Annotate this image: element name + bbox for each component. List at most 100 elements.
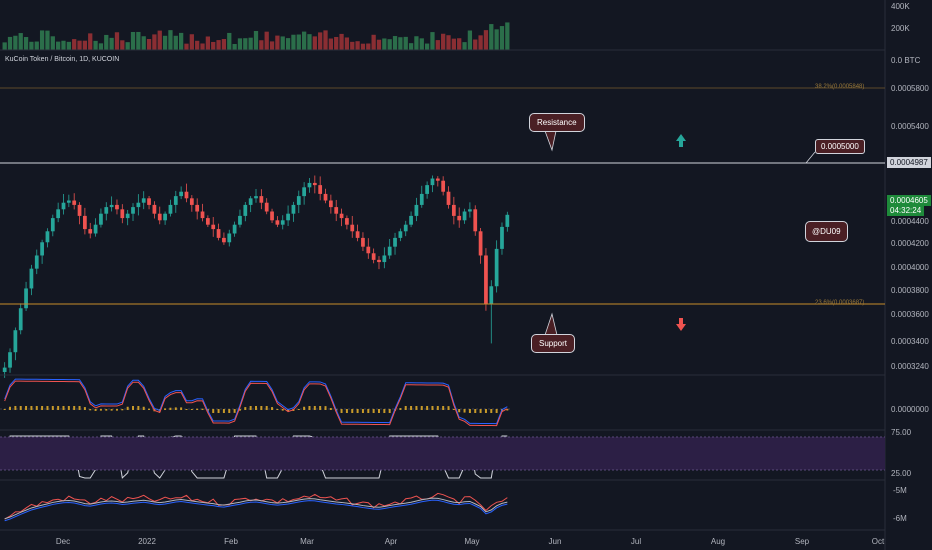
macd-histogram-bar	[361, 409, 364, 413]
price-axis-label: 0.0003600	[891, 310, 929, 319]
volume-bar	[371, 34, 376, 50]
candle-body	[189, 198, 194, 205]
volume-bar	[398, 37, 403, 50]
obv-pane	[4, 492, 508, 522]
candle-body	[173, 196, 178, 205]
author-tag[interactable]: @DU09	[805, 221, 848, 242]
macd-histogram-bar	[51, 406, 54, 410]
volume-bar	[467, 30, 473, 50]
macd-histogram-bar	[217, 409, 220, 413]
price-axis-label: 0.0005800	[891, 84, 929, 93]
volume-bar	[221, 39, 227, 50]
macd-histogram-bar	[468, 409, 471, 413]
macd-histogram-bar	[479, 409, 482, 413]
macd-histogram-bar	[62, 406, 65, 410]
level-tag[interactable]: 0.0005000	[815, 139, 865, 154]
volume-bar	[114, 32, 120, 50]
candle-body	[334, 207, 339, 214]
volume-bar	[61, 40, 66, 50]
volume-bar	[18, 33, 23, 50]
macd-histogram-bar	[271, 407, 274, 410]
volume-bar	[141, 36, 146, 50]
candle-body	[451, 204, 456, 216]
macd-histogram-bar	[297, 409, 300, 410]
candle-body	[366, 246, 371, 254]
price-axis-label: 0.0003240	[891, 362, 929, 371]
macd-histogram-bar	[474, 409, 477, 413]
macd-histogram-bar	[426, 406, 429, 410]
volume-bar	[366, 43, 371, 50]
candle-body	[243, 204, 248, 216]
candle-body	[270, 211, 274, 221]
macd-histogram-bar	[276, 409, 279, 410]
macd-histogram-bar	[265, 406, 268, 410]
volume-bar	[125, 42, 130, 50]
volume-bar	[173, 35, 178, 50]
resistance-callout[interactable]: Resistance	[529, 113, 585, 132]
up-arrow-icon	[676, 134, 686, 147]
volume-bar	[312, 36, 317, 50]
volume-bar	[120, 40, 125, 50]
volume-bar	[45, 30, 50, 50]
volume-bar	[88, 33, 93, 50]
candle-body	[339, 213, 344, 219]
volume-bar	[291, 34, 296, 50]
fib-level-lower-label: 23.6%(0.0003687)	[815, 300, 865, 306]
down-arrow-icon	[676, 318, 686, 331]
rsi-axis-label: 75.00	[891, 428, 912, 437]
rsi-pane	[4, 435, 508, 479]
candle-body	[286, 213, 290, 221]
volume-bar	[72, 39, 77, 50]
volume-bar	[446, 35, 451, 50]
macd-histogram-bar	[180, 407, 183, 410]
macd-histogram-bar	[356, 409, 359, 413]
candle-body	[468, 209, 472, 212]
volume-bar	[56, 41, 61, 50]
volume-bar	[462, 42, 467, 50]
volume-bar	[392, 36, 398, 50]
candle-body	[505, 214, 510, 227]
macd-histogram-bar	[83, 407, 86, 410]
macd-histogram-bar	[452, 409, 455, 410]
macd-histogram-bar	[228, 409, 231, 413]
obv-axis-label: -6M	[893, 514, 907, 523]
candle-body	[66, 200, 71, 203]
candle-body	[446, 191, 451, 205]
macd-histogram-bar	[260, 406, 263, 410]
candle-body	[56, 209, 61, 219]
volume-bar	[307, 34, 312, 50]
current-price-mark: 0.0004605	[887, 195, 931, 206]
candle-body	[355, 231, 360, 238]
macd-histogram-bar	[25, 406, 28, 410]
candle-body	[291, 204, 296, 214]
support-callout[interactable]: Support	[531, 334, 576, 353]
macd-histogram-bar	[495, 409, 498, 413]
candle-body	[248, 198, 253, 205]
macd-histogram-bar	[329, 408, 332, 410]
macd-histogram-bar	[67, 406, 70, 410]
macd-histogram-bar	[324, 406, 327, 410]
candle-body	[328, 200, 333, 208]
candle-body	[8, 352, 12, 368]
candle-body	[457, 215, 462, 221]
volume-bar	[93, 40, 98, 50]
candle-body	[222, 237, 226, 243]
price-axis-label: 0.0003400	[891, 337, 929, 346]
macd-histogram-bar	[345, 409, 348, 413]
candle-body	[163, 213, 167, 221]
candle-body	[414, 204, 419, 216]
volume-bar	[344, 37, 350, 50]
symbol-title: KuCoin Token / Bitcoin, 1D, KUCOIN	[5, 56, 120, 63]
time-axis-label: Aug	[710, 537, 726, 546]
candle-body	[441, 180, 446, 192]
candle-body	[216, 229, 221, 238]
macd-histogram-bar	[19, 406, 22, 410]
volume-bar	[280, 36, 285, 50]
macd-histogram-bar	[372, 409, 375, 413]
candle-body	[34, 255, 39, 269]
rsi-band	[0, 437, 885, 470]
macd-histogram-bar	[506, 409, 509, 411]
volume-bar	[334, 36, 339, 50]
